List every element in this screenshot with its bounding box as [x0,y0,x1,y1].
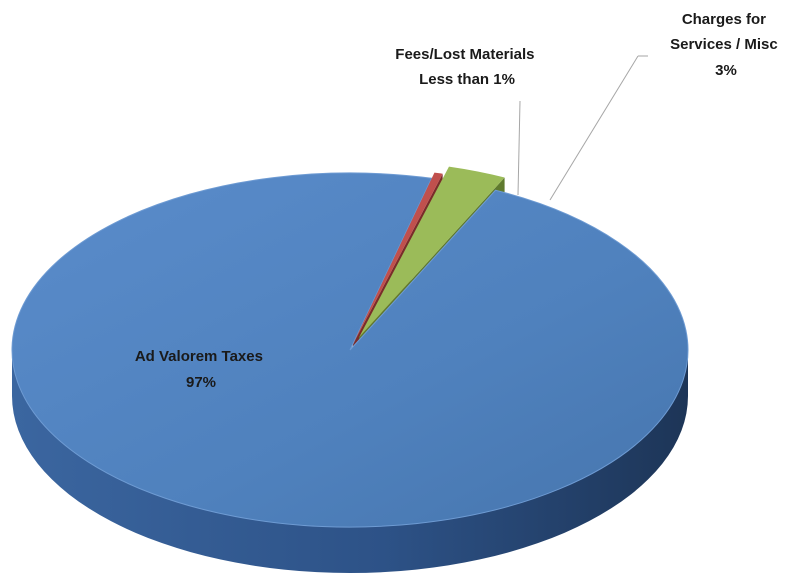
data-label-ad-valorem: Ad Valorem Taxes 97% [135,348,267,391]
data-label-fees-value: Less than 1% [419,71,515,88]
pie-side-ad-valorem-taxes [12,350,688,573]
data-label-ad-valorem-value: 97% [186,374,216,391]
leader-line-charges [549,55,639,201]
data-label-ad-valorem-name: Ad Valorem Taxes [135,348,263,365]
data-label-charges: Charges for Services / Misc 3% [670,11,782,79]
data-label-charges-name-2: Services / Misc [670,36,778,53]
pie-slice-ad-valorem-taxes [11,172,689,528]
data-label-fees: Fees/Lost Materials Less than 1% [395,46,538,88]
data-label-fees-name: Fees/Lost Materials [395,46,534,63]
leader-lines [517,55,648,201]
pie-slice-fees-lost-materials [352,172,443,345]
data-label-charges-name-1: Charges for [682,11,766,28]
pie-slice-charges-for-services-misc [359,166,505,338]
leader-line-fees [517,100,521,196]
pie-slices [11,166,689,528]
data-label-charges-value: 3% [715,62,737,79]
